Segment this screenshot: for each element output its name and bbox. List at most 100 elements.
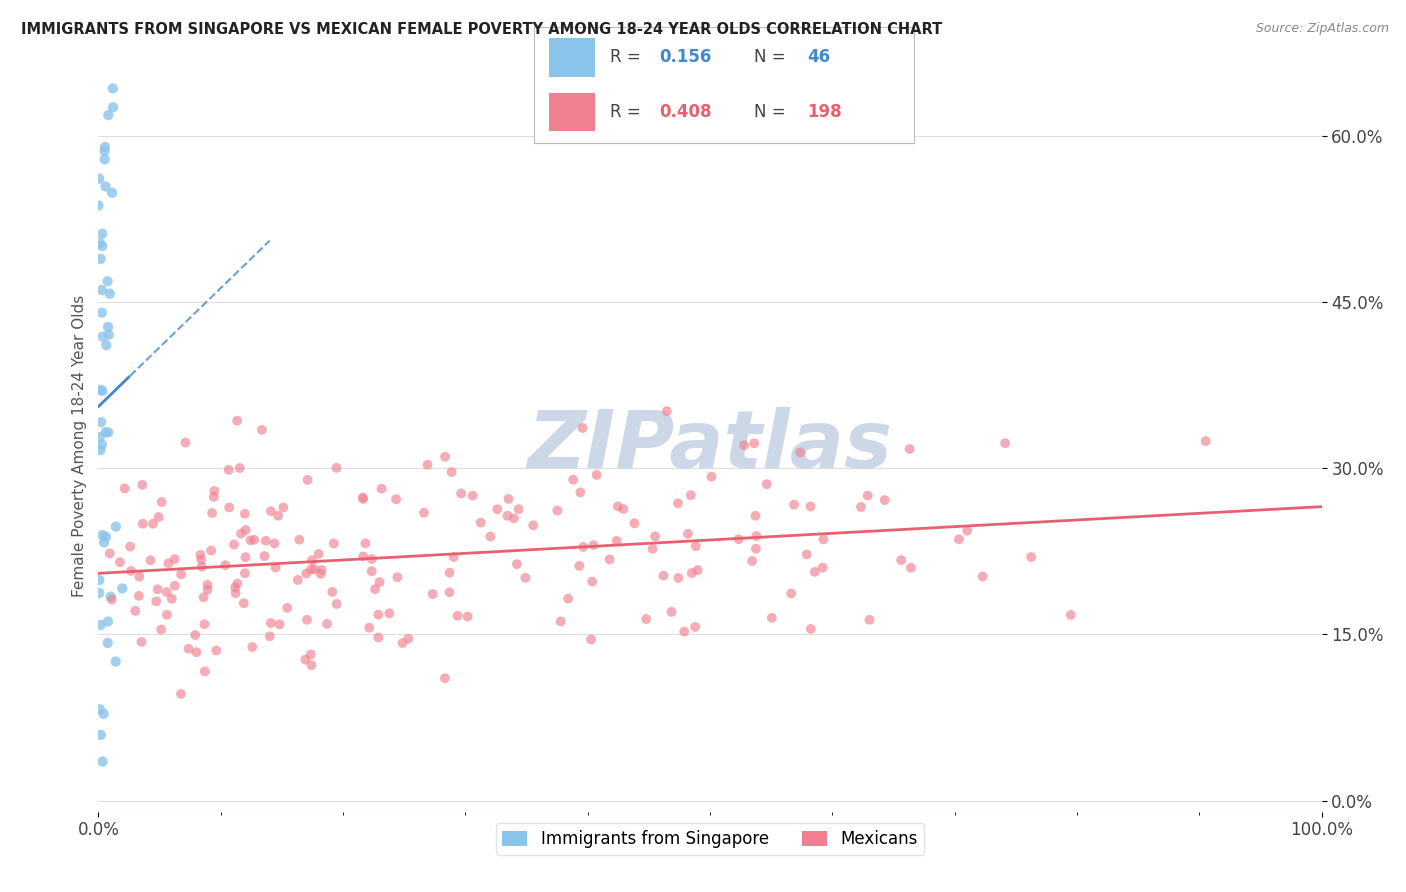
Point (433, 671, 456, 685)
Point (546, 503, 568, 517)
Point (243, 533, 266, 547)
Point (741, 554, 763, 568)
Point (100, 592, 122, 607)
Point (101, 186, 124, 200)
Point (287, 573, 309, 587)
Point (352, 491, 374, 506)
Point (89, 443, 111, 458)
Point (94, 530, 117, 544)
Point (780, 586, 803, 600)
Text: 46: 46 (807, 48, 831, 67)
Point (873, 493, 896, 508)
Text: N =: N = (755, 103, 786, 121)
Point (263, 536, 285, 550)
Point (761, 611, 783, 625)
Point (90, 283, 112, 297)
Point (142, 516, 165, 531)
Point (131, 478, 153, 492)
Point (422, 587, 444, 601)
Point (190, 552, 212, 566)
Point (276, 600, 298, 615)
Point (91, 305, 114, 319)
Point (568, 558, 591, 573)
Point (325, 597, 347, 611)
Point (97, 425, 120, 440)
Point (98, 546, 121, 560)
Point (132, 516, 155, 531)
Point (585, 467, 607, 482)
Point (890, 553, 912, 567)
Point (163, 579, 186, 593)
Point (200, 543, 222, 558)
Point (1060, 607, 1083, 622)
Point (295, 566, 318, 581)
Point (97, 615, 120, 629)
Point (156, 585, 179, 599)
Point (440, 465, 463, 479)
Point (97, 327, 120, 342)
Point (557, 591, 579, 606)
Point (308, 547, 330, 561)
Point (413, 506, 436, 520)
Point (128, 570, 150, 584)
Point (391, 636, 413, 650)
Point (378, 607, 401, 621)
Point (522, 518, 544, 533)
Point (299, 648, 322, 662)
Point (297, 473, 319, 487)
Point (145, 594, 167, 608)
Text: 0.408: 0.408 (659, 103, 711, 121)
Point (606, 500, 628, 514)
Point (811, 560, 834, 574)
Point (139, 553, 162, 567)
Point (956, 524, 979, 538)
Point (108, 555, 131, 569)
Point (177, 641, 200, 656)
Point (443, 549, 465, 564)
Point (226, 576, 249, 591)
Point (264, 560, 287, 574)
Point (652, 568, 675, 582)
Point (259, 629, 281, 643)
Point (111, 582, 134, 596)
Y-axis label: Female Poverty Among 18-24 Year Olds: Female Poverty Among 18-24 Year Olds (72, 295, 87, 597)
Text: R =: R = (610, 48, 641, 67)
Legend: Immigrants from Singapore, Mexicans: Immigrants from Singapore, Mexicans (495, 823, 925, 855)
Point (157, 556, 180, 570)
Text: R =: R = (610, 103, 641, 121)
Point (325, 460, 347, 475)
Point (301, 658, 323, 673)
Point (623, 516, 645, 531)
Point (655, 404, 678, 418)
Point (201, 506, 224, 520)
Point (124, 604, 146, 618)
Point (218, 463, 240, 477)
Point (800, 622, 823, 636)
Point (197, 578, 219, 592)
Point (226, 414, 249, 428)
Point (898, 442, 921, 456)
Point (114, 482, 136, 496)
Point (229, 526, 252, 541)
Point (94, 179, 117, 194)
Point (193, 591, 215, 605)
Text: ZIPatlas: ZIPatlas (527, 407, 893, 485)
Point (582, 538, 605, 552)
Point (295, 613, 318, 627)
Point (789, 445, 811, 459)
Point (89, 383, 111, 397)
Point (1019, 549, 1042, 564)
Point (503, 511, 526, 525)
Point (742, 436, 765, 450)
Point (354, 536, 377, 550)
Point (309, 566, 332, 581)
Point (91, 329, 114, 343)
Point (352, 491, 374, 505)
Point (457, 609, 479, 624)
Point (727, 532, 749, 546)
Point (498, 491, 520, 506)
Point (101, 100, 124, 114)
Point (104, 519, 127, 533)
Point (439, 566, 461, 580)
Point (89, 702, 111, 716)
